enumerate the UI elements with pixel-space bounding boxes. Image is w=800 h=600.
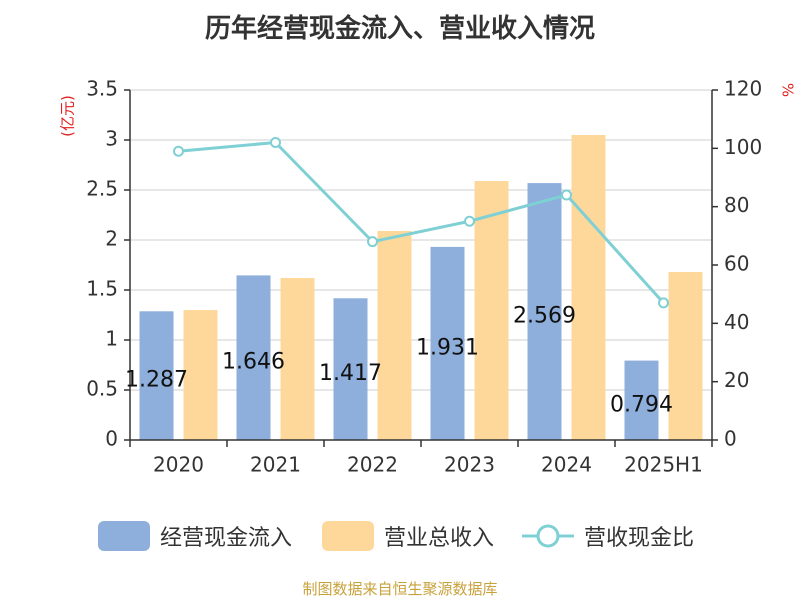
y-right-tick-label: 60	[724, 252, 749, 276]
legend-label-ratio: 营收现金比	[584, 526, 695, 551]
ratio-point	[561, 189, 572, 201]
y-left-tick-label: 2.5	[86, 177, 118, 201]
y-axis-right-label: %	[779, 83, 797, 97]
bar-revenue	[668, 272, 703, 440]
legend-swatch-ratio	[522, 524, 574, 548]
ratio-line-path	[178, 140, 665, 304]
bar-cash-inflow	[430, 246, 465, 440]
legend-swatch-revenue	[322, 521, 374, 551]
y-left-tick-label: 0.5	[86, 377, 118, 401]
bar-cash-inflow	[527, 183, 562, 440]
legend-item-ratio: 营收现金比	[522, 516, 694, 556]
bar-revenue	[474, 181, 509, 440]
x-tick-label: 2020	[153, 453, 204, 477]
legend-swatch-cash-inflow	[98, 521, 150, 551]
ratio-point	[464, 215, 475, 227]
y-left-tick-label: 1.5	[86, 277, 118, 301]
bar-revenue	[571, 135, 606, 440]
bar-cash-inflow	[236, 275, 271, 440]
source-footer: 制图数据来自恒生聚源数据库	[302, 580, 498, 598]
ratio-point	[173, 145, 184, 157]
x-tick-label: 2021	[250, 453, 301, 477]
bar-revenue	[183, 310, 218, 440]
ratio-line	[173, 137, 669, 309]
data-label-cash-inflow: 1.931	[416, 335, 479, 360]
legend-item-revenue: 营业总收入	[322, 516, 494, 556]
bar-revenue	[280, 278, 315, 440]
y-left-tick-label: 2	[105, 227, 118, 251]
legend-label-revenue: 营业总收入	[384, 526, 495, 551]
bar-cash-inflow	[139, 311, 174, 440]
y-axis-left-label: (亿元)	[59, 95, 77, 137]
legend-item-cash-inflow: 经营现金流入	[98, 516, 292, 556]
x-tick-label: 2022	[347, 453, 398, 477]
y-right-tick-label: 80	[724, 193, 749, 217]
x-tick-label: 2024	[541, 453, 592, 477]
bar-cash-inflow	[333, 298, 368, 440]
ratio-point	[367, 236, 378, 248]
x-tick-label: 2023	[444, 453, 495, 477]
x-tick-label: 2025H1	[624, 453, 703, 477]
y-left-tick-label: 0	[105, 427, 118, 451]
data-label-cash-inflow: 0.794	[610, 392, 673, 417]
data-label-cash-inflow: 2.569	[513, 304, 576, 329]
gridlines	[130, 89, 712, 391]
legend-label-cash-inflow: 经营现金流入	[160, 526, 293, 551]
y-right-tick-label: 40	[724, 310, 749, 334]
data-label-cash-inflow: 1.646	[222, 350, 285, 375]
y-left-tick-label: 3	[105, 127, 118, 151]
data-label-cash-inflow: 1.417	[319, 361, 382, 386]
bar-revenue	[377, 231, 412, 440]
axes: 0 0.5 1 1.5 2 2.5 3 3.5 0 20 40 60 80 100 120 2020 2021 2…	[86, 77, 762, 477]
y-right-tick-label: 0	[724, 427, 737, 451]
ratio-point	[270, 137, 281, 148]
data-label-cash-inflow: 1.287	[125, 368, 188, 393]
chart-title: 历年经营现金流入、营业收入情况	[204, 14, 595, 44]
bars	[139, 135, 703, 440]
y-left-tick-label: 3.5	[86, 77, 118, 101]
y-left-tick-label: 1	[105, 327, 118, 351]
y-right-tick-label: 120	[724, 77, 762, 101]
data-labels: 1.287 1.646 1.417 1.931 2.569 0.794	[125, 304, 673, 418]
y-right-tick-label: 20	[724, 368, 749, 392]
y-right-tick-label: 100	[724, 135, 762, 159]
legend: 经营现金流入 营业总收入 营收现金比	[0, 516, 800, 556]
bar-cash-inflow	[624, 360, 659, 440]
ratio-point	[658, 297, 669, 309]
